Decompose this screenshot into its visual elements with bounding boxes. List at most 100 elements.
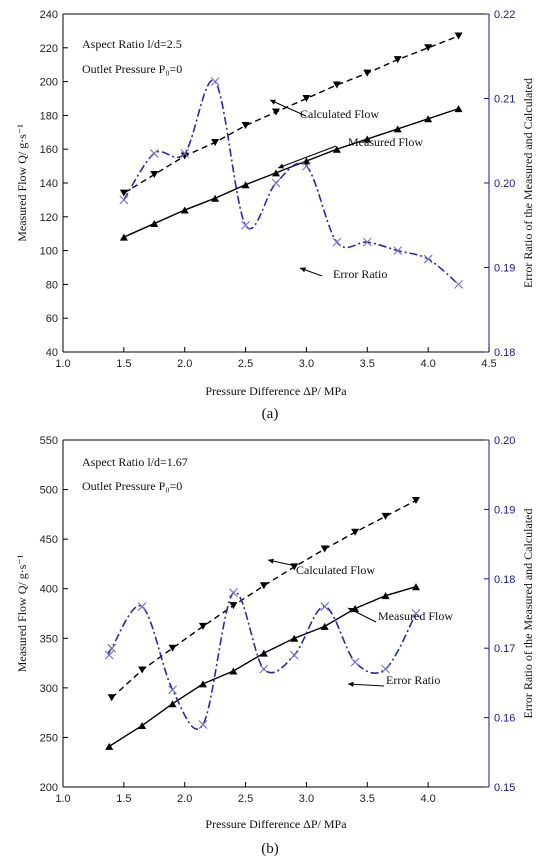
data-point: [393, 246, 403, 255]
x-tick-label: 1.0: [55, 358, 70, 370]
series-error-ratio: [119, 77, 463, 289]
series-annotation: Calculated Flow: [300, 107, 379, 121]
chart-b: 1.0 1.5 2.0 2.5 3.0 3.5 4.0 200 250 300 350 400 450 5…: [15, 435, 535, 857]
data-point: [241, 122, 250, 130]
data-point: [180, 152, 189, 160]
y-tick-label: 250: [40, 732, 58, 744]
y-tick-label: 60: [46, 313, 58, 325]
y-tick-label: 100: [40, 246, 58, 258]
annotation-arrowhead: [268, 558, 274, 564]
x-tick-label: 3.0: [299, 793, 314, 805]
x-tick-label: 3.5: [360, 793, 375, 805]
y2-axis-title: Error Ratio of the Measured and Calculat…: [521, 509, 535, 719]
x-tick-label: 1.0: [55, 793, 70, 805]
series-line: [123, 35, 459, 194]
y-tick-label: 200: [40, 782, 58, 794]
data-point: [105, 742, 114, 750]
info-line: Outlet Pressure P₀=0: [82, 62, 182, 76]
data-point: [229, 667, 238, 675]
series-line: [123, 107, 459, 238]
data-point: [381, 664, 390, 674]
x-tick-label: 1.5: [116, 358, 131, 370]
x-tick-label: 3.0: [299, 358, 314, 370]
series-line: [108, 586, 417, 747]
data-point: [210, 77, 220, 86]
y-tick-label: 180: [40, 110, 58, 122]
series-measured-flow: [119, 105, 463, 241]
annotation-arrowhead: [300, 267, 306, 273]
y2-tick-label: 0.21: [494, 94, 515, 106]
annotation-arrowhead: [348, 681, 354, 687]
data-point: [271, 178, 281, 188]
data-point: [332, 145, 341, 153]
y-tick-label: 140: [40, 178, 58, 190]
series-measured-flow: [105, 583, 420, 750]
y-tick-label: 350: [40, 633, 58, 645]
y-tick-label: 120: [40, 212, 58, 224]
annotation-arrowhead: [270, 99, 276, 105]
data-point: [107, 694, 116, 702]
annotation-arrow: [347, 683, 385, 687]
data-point: [424, 44, 433, 52]
data-point: [149, 149, 159, 158]
series-annotation: Measured Flow: [378, 609, 453, 623]
data-point: [423, 254, 433, 264]
data-point: [259, 664, 269, 674]
data-point: [107, 643, 117, 653]
y-tick-label: 80: [46, 279, 58, 291]
y2-tick-label: 0.20: [494, 178, 515, 190]
data-point: [302, 95, 311, 102]
data-point: [350, 657, 360, 667]
y-axis-title: Measured Flow Q/ g·s⁻¹: [15, 554, 29, 672]
data-point: [259, 649, 268, 657]
y2-tick-label: 0.20: [494, 435, 515, 447]
chart-a: 1.0 1.5 2.0 2.5 3.0 3.5 4.0 4.5 40 60 80 100 120 140 1…: [15, 9, 535, 422]
data-point: [393, 56, 402, 64]
data-point: [363, 69, 372, 77]
data-point: [362, 237, 372, 247]
series-calculated-flow: [119, 32, 463, 197]
data-point: [320, 545, 329, 553]
figure-caption: (b): [261, 841, 279, 857]
info-line: Aspect Ratio l/d=1.67: [82, 455, 188, 469]
y2-tick-label: 0.19: [494, 504, 515, 516]
series-line: [107, 591, 417, 730]
data-point: [381, 512, 390, 520]
data-point: [351, 528, 360, 536]
data-point: [241, 181, 250, 189]
data-point: [363, 135, 372, 143]
data-point: [119, 189, 128, 197]
data-point: [137, 602, 147, 611]
data-point: [381, 592, 390, 600]
x-tick-label: 1.5: [116, 793, 131, 805]
data-point: [302, 157, 311, 165]
y-tick-label: 200: [40, 77, 58, 89]
data-point: [138, 666, 147, 674]
annotation-arrowhead: [348, 608, 354, 613]
y-tick-label: 300: [40, 683, 58, 695]
series-annotation: Error Ratio: [386, 673, 440, 687]
data-point: [198, 622, 207, 630]
data-point: [168, 700, 177, 708]
series-annotation: Calculated Flow: [296, 563, 375, 577]
data-point: [332, 81, 341, 89]
data-point: [229, 602, 238, 610]
y-tick-label: 240: [40, 9, 58, 21]
data-point: [168, 685, 177, 695]
data-point: [241, 220, 250, 230]
data-point: [332, 237, 342, 247]
data-point: [393, 125, 402, 133]
info-line: Aspect Ratio l/d=2.5: [82, 37, 182, 51]
data-point: [424, 115, 433, 123]
figure-caption: (a): [262, 406, 279, 422]
data-point: [454, 105, 463, 113]
y2-tick-label: 0.19: [494, 263, 515, 275]
y-axis-title: Measured Flow Q/ g·s⁻¹: [15, 124, 29, 242]
x-axis-title: Pressure Difference ΔP/ MPa: [205, 817, 347, 831]
data-point: [119, 233, 128, 241]
y-tick-label: 500: [40, 485, 58, 497]
x-tick-label: 2.0: [177, 358, 192, 370]
x-axis-title: Pressure Difference ΔP/ MPa: [205, 384, 347, 398]
data-point: [180, 149, 190, 158]
data-point: [168, 644, 177, 652]
